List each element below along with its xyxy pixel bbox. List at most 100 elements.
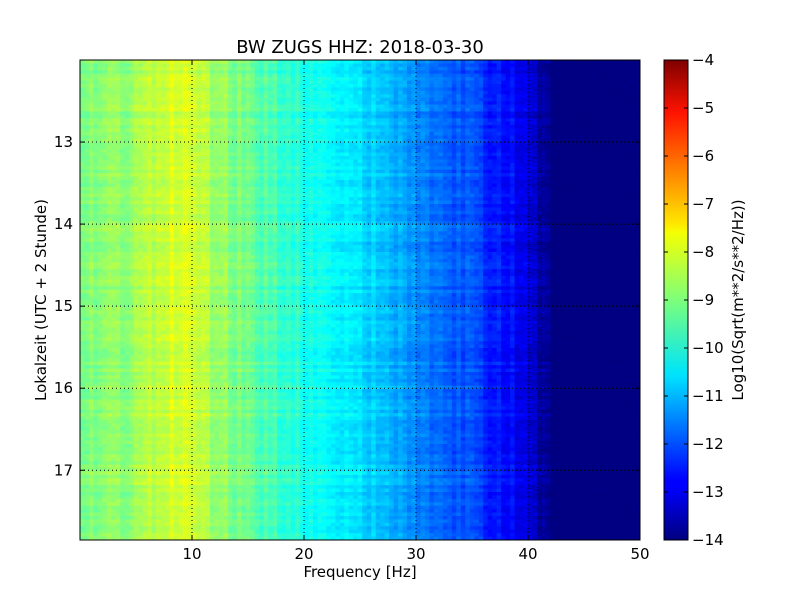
heatmap-cell: [160, 166, 166, 171]
heatmap-cell: [559, 190, 565, 195]
heatmap-cell: [510, 149, 516, 154]
heatmap-cell: [254, 176, 260, 181]
heatmap-cell: [541, 73, 547, 78]
heatmap-cell: [429, 63, 435, 68]
heatmap-cell: [519, 63, 525, 68]
heatmap-cell: [120, 142, 126, 147]
heatmap-cell: [371, 138, 377, 143]
heatmap-cell: [384, 183, 390, 188]
heatmap-cell: [447, 145, 453, 150]
heatmap-cell: [80, 159, 86, 164]
heatmap-cell: [411, 159, 417, 164]
heatmap-cell: [115, 152, 121, 157]
heatmap-cell: [339, 80, 345, 85]
heatmap-cell: [532, 114, 538, 119]
heatmap-cell: [572, 190, 578, 195]
heatmap-cell: [147, 145, 153, 150]
heatmap-cell: [402, 149, 408, 154]
heatmap-cell: [241, 128, 247, 133]
heatmap-cell: [492, 66, 498, 71]
heatmap-cell: [133, 135, 139, 140]
heatmap-cell: [424, 87, 431, 92]
heatmap-cell: [93, 180, 99, 185]
heatmap-cell: [196, 118, 202, 123]
heatmap-cell: [218, 80, 224, 85]
heatmap-cell: [407, 166, 413, 171]
heatmap-cell: [290, 186, 296, 191]
heatmap-cell: [147, 159, 153, 164]
heatmap-cell: [236, 162, 242, 167]
heatmap-cell: [433, 186, 439, 191]
heatmap-cell: [420, 84, 426, 89]
heatmap-cell: [568, 186, 574, 191]
heatmap-cell: [353, 73, 359, 78]
heatmap-cell: [192, 183, 198, 188]
heatmap-cell: [501, 77, 507, 82]
heatmap-cell: [532, 66, 538, 71]
heatmap-cell: [451, 193, 457, 198]
heatmap-cell: [577, 135, 583, 140]
heatmap-cell: [214, 193, 220, 198]
heatmap-cell: [102, 90, 108, 95]
heatmap-cell: [102, 149, 108, 154]
heatmap-cell: [528, 128, 534, 133]
heatmap-cell: [192, 101, 198, 106]
heatmap-cell: [402, 90, 408, 95]
heatmap-cell: [541, 142, 547, 147]
heatmap-cell: [577, 173, 583, 178]
heatmap-cell: [362, 63, 368, 68]
heatmap-cell: [519, 94, 525, 99]
heatmap-cell: [402, 73, 408, 78]
heatmap-cell: [299, 108, 305, 113]
heatmap-cell: [407, 156, 413, 161]
heatmap-cell: [626, 73, 632, 78]
heatmap-cell: [124, 108, 130, 113]
heatmap-cell: [80, 114, 86, 119]
heatmap-cell: [568, 135, 574, 140]
heatmap-cell: [80, 186, 86, 191]
heatmap-cell: [299, 60, 305, 65]
heatmap-cell: [312, 97, 319, 102]
heatmap-cell: [250, 114, 256, 119]
heatmap-cell: [577, 80, 583, 85]
heatmap-cell: [147, 121, 153, 126]
heatmap-cell: [451, 118, 457, 123]
heatmap-cell: [200, 180, 207, 185]
heatmap-cell: [250, 108, 256, 113]
heatmap-cell: [389, 60, 395, 65]
heatmap-cell: [451, 84, 457, 89]
heatmap-cell: [510, 97, 516, 102]
heatmap-cell: [478, 186, 484, 191]
heatmap-cell: [312, 183, 319, 188]
heatmap-cell: [433, 149, 439, 154]
heatmap-cell: [357, 84, 363, 89]
heatmap-cell: [344, 73, 350, 78]
heatmap-cell: [205, 77, 211, 82]
heatmap-cell: [97, 169, 103, 174]
heatmap-cell: [478, 128, 484, 133]
heatmap-cell: [308, 73, 314, 78]
heatmap-cell: [290, 90, 296, 95]
heatmap-cell: [429, 156, 435, 161]
heatmap-cell: [581, 114, 587, 119]
heatmap-cell: [407, 66, 413, 71]
heatmap-cell: [362, 180, 368, 185]
heatmap-cell: [111, 101, 117, 106]
heatmap-cell: [554, 162, 560, 167]
heatmap-cell: [259, 84, 265, 89]
heatmap-cell: [568, 180, 574, 185]
heatmap-cell: [281, 125, 287, 130]
heatmap-cell: [330, 183, 336, 188]
heatmap-cell: [218, 90, 224, 95]
heatmap-cell: [187, 77, 193, 82]
heatmap-cell: [384, 84, 390, 89]
heatmap-cell: [559, 162, 565, 167]
heatmap-cell: [626, 149, 632, 154]
heatmap-cell: [330, 77, 336, 82]
heatmap-cell: [272, 145, 278, 150]
heatmap-cell: [523, 135, 529, 140]
heatmap-cell: [200, 190, 207, 195]
heatmap-cell: [200, 114, 207, 119]
heatmap-cell: [88, 104, 95, 109]
heatmap-cell: [277, 101, 283, 106]
